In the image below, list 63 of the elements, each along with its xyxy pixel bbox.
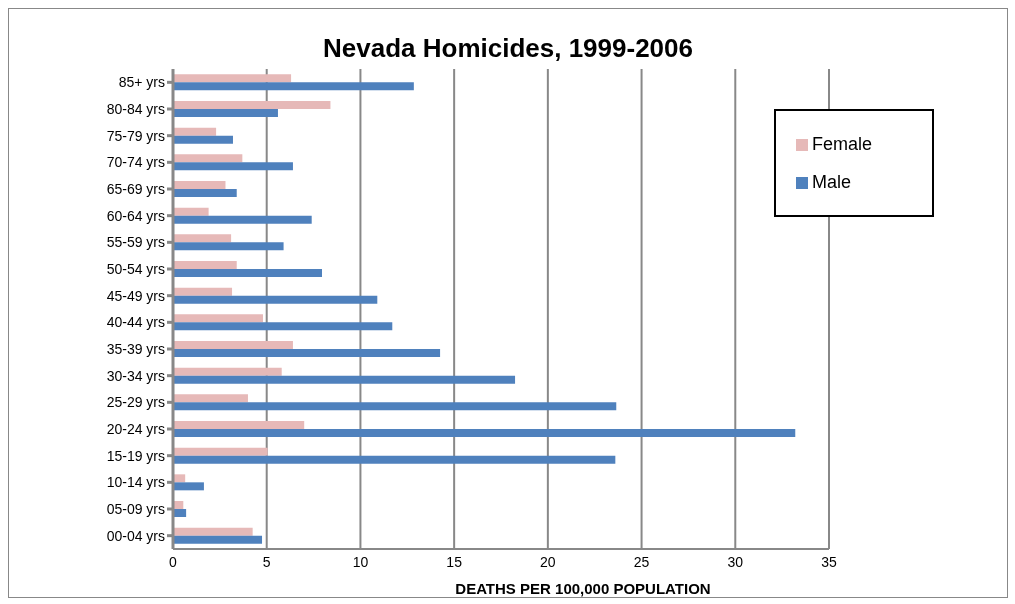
bar	[173, 455, 616, 464]
bar	[173, 394, 248, 403]
y-tick-label: 85+ yrs	[118, 74, 165, 91]
y-tick-label: 15-19 yrs	[106, 447, 165, 464]
y-tick-label: 00-04 yrs	[106, 527, 165, 544]
x-tick-label: 0	[169, 553, 178, 570]
x-tick-label: 10	[352, 553, 369, 570]
bar	[173, 234, 232, 243]
bar	[173, 349, 441, 357]
y-tick-label: 35-39 yrs	[106, 340, 165, 357]
bar	[173, 242, 284, 251]
bar	[173, 535, 263, 544]
x-tick-label: 20	[540, 553, 556, 570]
bar	[173, 375, 516, 384]
y-tick-label: 75-79 yrs	[106, 127, 165, 144]
bar	[173, 314, 263, 323]
bar	[173, 74, 292, 83]
y-tick-label: 10-14 yrs	[106, 474, 165, 491]
bar	[173, 207, 209, 216]
bar	[173, 341, 293, 349]
x-tick-label: 30	[727, 553, 744, 570]
y-tick-label: 60-64 yrs	[106, 207, 165, 224]
x-tick-label: 5	[262, 553, 271, 570]
bar	[173, 482, 204, 491]
bar	[173, 421, 305, 429]
legend-label: Male	[812, 172, 852, 192]
x-axis-title: DEATHS PER 100,000 POPULATION	[454, 580, 712, 597]
bar	[173, 82, 414, 91]
bar	[173, 269, 323, 277]
y-tick-label: 80-84 yrs	[106, 100, 165, 117]
bar	[173, 101, 331, 109]
bar	[173, 162, 293, 171]
bar	[173, 527, 253, 536]
y-tick-label: 50-54 yrs	[106, 260, 165, 277]
y-tick-label: 25-29 yrs	[106, 394, 165, 411]
bar	[173, 287, 233, 296]
y-tick-label: 40-44 yrs	[106, 314, 165, 331]
bar	[173, 322, 393, 331]
y-tick-label: 30-34 yrs	[106, 367, 165, 384]
y-tick-label: 45-49 yrs	[106, 287, 165, 304]
bar	[173, 154, 243, 163]
chart-title: Nevada Homicides, 1999-2006	[322, 33, 694, 64]
y-tick-label: 55-59 yrs	[106, 234, 165, 251]
y-tick-label: 65-69 yrs	[106, 180, 165, 197]
bar	[173, 127, 217, 136]
bar	[173, 295, 378, 304]
y-tick-label: 20-24 yrs	[106, 420, 165, 437]
x-tick-label: 35	[821, 553, 837, 570]
bar	[173, 135, 233, 144]
bar	[173, 109, 278, 117]
bar	[173, 261, 237, 269]
x-tick-label: 15	[446, 553, 463, 570]
bar	[173, 215, 312, 224]
y-tick-label: 05-09 yrs	[106, 500, 165, 517]
legend-label: Female	[812, 134, 873, 154]
bar	[173, 367, 282, 376]
bar	[173, 429, 796, 437]
bar	[173, 189, 237, 197]
bar	[173, 402, 617, 411]
bar	[173, 447, 268, 456]
y-tick-label: 70-74 yrs	[106, 154, 165, 171]
bar	[173, 181, 226, 189]
x-tick-label: 25	[633, 553, 650, 570]
